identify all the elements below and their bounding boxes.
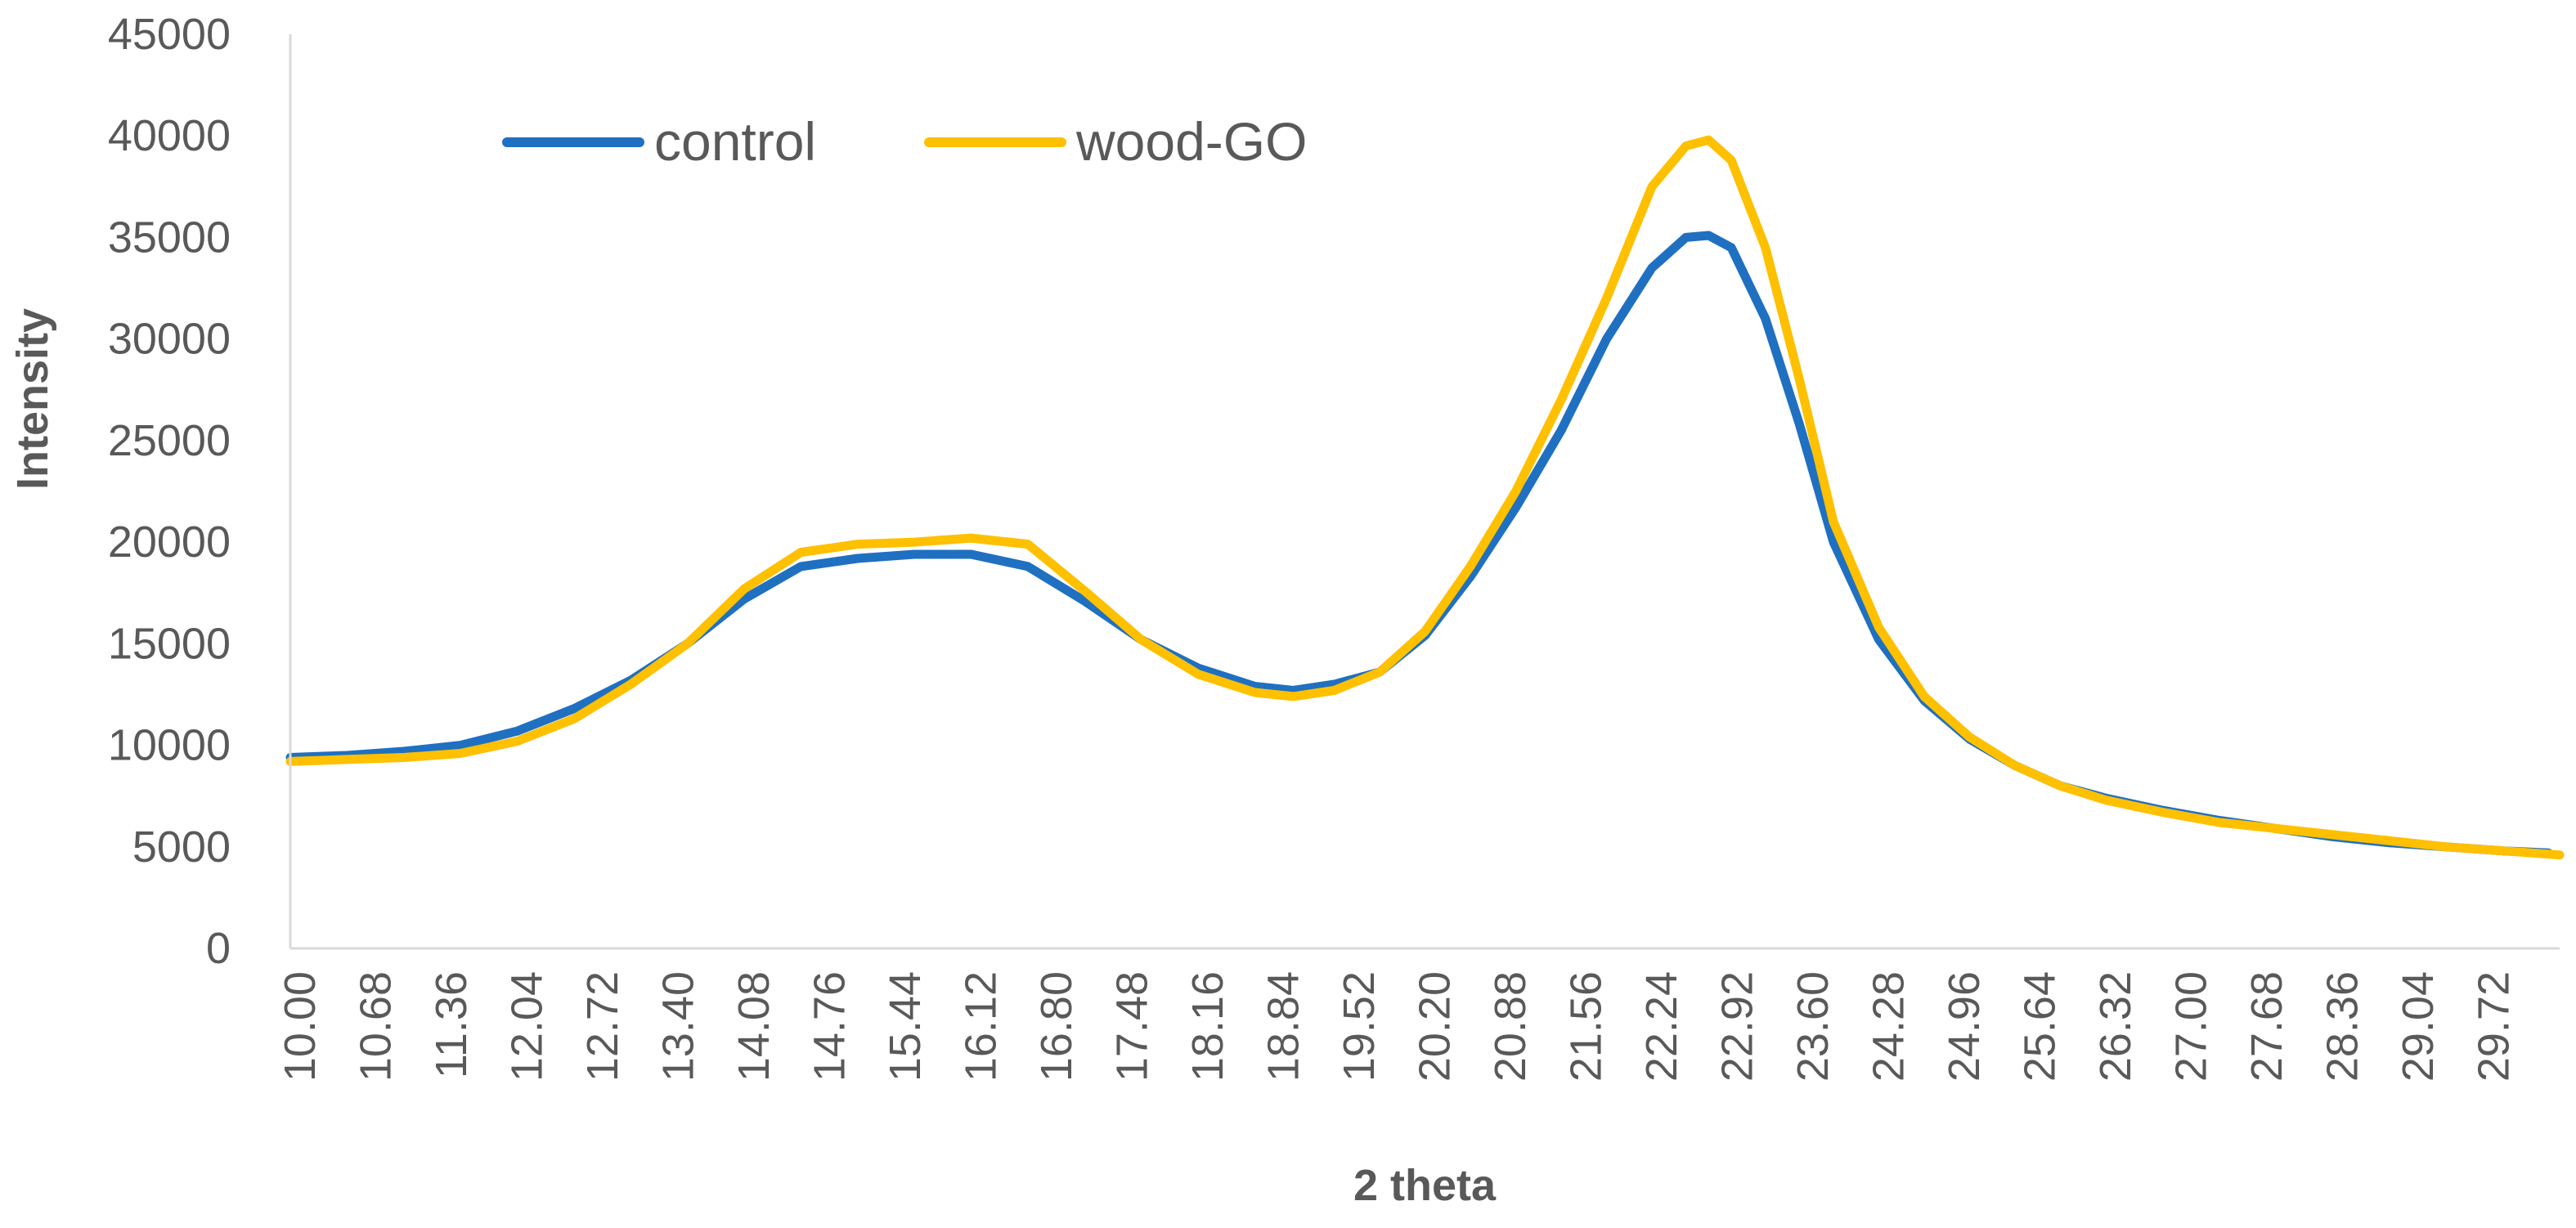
x-tick-label: 14.76 xyxy=(806,971,855,1082)
x-tick-label: 23.60 xyxy=(1788,971,1838,1082)
x-tick-label: 19.52 xyxy=(1335,971,1384,1082)
x-axis-title: 2 theta xyxy=(1353,1161,1497,1210)
x-tick-label: 26.32 xyxy=(2091,971,2140,1082)
y-tick-label: 40000 xyxy=(108,111,231,160)
x-tick-label: 12.04 xyxy=(503,971,552,1082)
x-tick-label: 27.00 xyxy=(2167,971,2216,1082)
legend-label-control: control xyxy=(654,111,816,172)
y-tick-label: 30000 xyxy=(108,315,231,364)
x-tick-label: 29.72 xyxy=(2470,971,2519,1082)
series-line-control xyxy=(285,231,2553,858)
y-tick-label: 45000 xyxy=(108,10,231,59)
y-tick-label: 25000 xyxy=(108,416,231,465)
y-tick-label: 35000 xyxy=(108,213,231,262)
x-tick-label: 17.48 xyxy=(1108,971,1157,1082)
x-tick-label: 29.04 xyxy=(2394,971,2443,1082)
x-tick-label: 12.72 xyxy=(578,971,627,1082)
x-tick-label: 21.56 xyxy=(1562,971,1611,1082)
x-tick-label: 18.16 xyxy=(1183,971,1232,1082)
x-tick-label: 10.68 xyxy=(352,971,401,1082)
x-tick-label: 28.36 xyxy=(2318,971,2367,1082)
x-tick-label: 16.12 xyxy=(957,971,1006,1082)
x-tick-label: 11.36 xyxy=(427,971,476,1078)
x-tick-label: 14.08 xyxy=(729,971,779,1082)
y-tick-label: 0 xyxy=(206,924,231,973)
y-tick-label: 5000 xyxy=(132,822,231,872)
y-tick-label: 15000 xyxy=(108,619,231,668)
x-tick-label: 16.80 xyxy=(1032,971,1081,1082)
y-axis-title: Intensity xyxy=(8,308,57,490)
x-tick-label: 13.40 xyxy=(654,971,703,1082)
legend-label-wood-go: wood-GO xyxy=(1075,111,1307,172)
x-tick-label: 20.88 xyxy=(1486,971,1535,1082)
series-line-wood-go xyxy=(285,135,2565,860)
y-tick-label: 10000 xyxy=(108,721,231,770)
x-tick-label: 18.84 xyxy=(1259,971,1308,1082)
x-tick-label: 22.24 xyxy=(1637,971,1686,1082)
x-tick-label: 27.68 xyxy=(2242,971,2291,1082)
x-tick-label: 10.00 xyxy=(276,971,325,1082)
x-tick-label: 24.96 xyxy=(1940,971,1989,1082)
x-tick-label: 22.92 xyxy=(1713,971,1762,1082)
x-tick-label: 20.20 xyxy=(1411,971,1460,1082)
x-tick-label: 24.28 xyxy=(1865,971,1914,1082)
legend: control wood-GO xyxy=(502,111,1307,172)
x-tick-label: 15.44 xyxy=(881,971,930,1082)
x-tick-label: 25.64 xyxy=(2016,971,2065,1082)
y-tick-label: 20000 xyxy=(108,518,231,567)
